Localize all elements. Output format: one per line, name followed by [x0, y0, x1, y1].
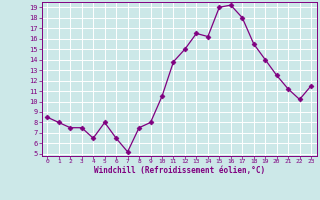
X-axis label: Windchill (Refroidissement éolien,°C): Windchill (Refroidissement éolien,°C) [94, 166, 265, 175]
